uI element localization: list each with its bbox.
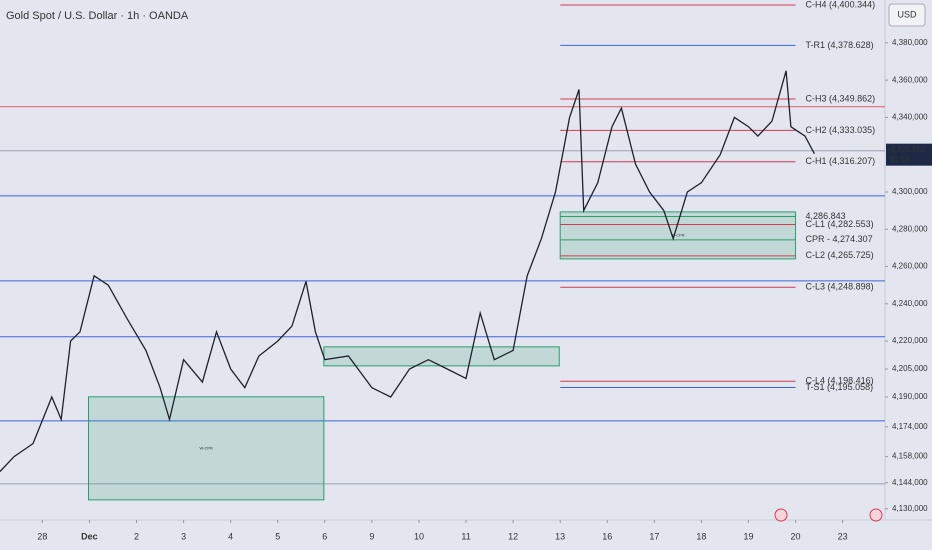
pivot-label: CPR - 4,274.307 <box>806 234 873 244</box>
pivot-label: C-L1 (4,282.553) <box>806 219 874 229</box>
x-tick-label: Dec <box>81 531 98 541</box>
pivot-label: 4,286.843 <box>806 211 846 221</box>
currency-button[interactable] <box>888 3 926 27</box>
x-tick-label: 10 <box>414 531 424 541</box>
y-tick-label: 4,174,000 <box>892 422 928 431</box>
pivot-label: C-L3 (4,248.898) <box>806 282 874 292</box>
x-tick-label: 28 <box>37 531 47 541</box>
cpr-zone <box>88 396 325 501</box>
y-tick-label: 4,190,000 <box>892 392 928 401</box>
x-tick-label: 16 <box>602 531 612 541</box>
x-tick-label: 4 <box>228 531 233 541</box>
pivot-label: C-L2 (4,265.725) <box>806 250 874 260</box>
x-tick-label: 9 <box>369 531 374 541</box>
x-tick-label: 18 <box>696 531 706 541</box>
zone-label: W-CPR <box>671 232 685 237</box>
y-tick-label: 4,360,000 <box>892 75 928 84</box>
zone-label: W-CPR <box>199 445 213 450</box>
pivot-label: C-H1 (4,316.207) <box>806 156 876 166</box>
x-tick-label: 5 <box>275 531 280 541</box>
y-tick-label: 4,380,000 <box>892 38 928 47</box>
pivot-label: T-S1 (4,195.058) <box>806 382 874 392</box>
x-tick-label: 11 <box>461 531 470 541</box>
x-tick-label: 3 <box>181 531 186 541</box>
y-tick-label: 4,144,000 <box>892 478 928 487</box>
price-line <box>0 70 815 472</box>
event-flags <box>774 508 883 522</box>
y-tick-label: 4,220,000 <box>892 336 928 345</box>
y-tick-label: 4,340,000 <box>892 113 928 122</box>
y-tick-label: 4,205,000 <box>892 364 928 373</box>
y-tick-label: 4,158,000 <box>892 452 928 461</box>
x-tick-label: 13 <box>555 531 565 541</box>
currency-label[interactable]: USD <box>897 9 917 19</box>
y-tick-label: 4,280,000 <box>892 224 928 233</box>
y-tick-label: 4,300,000 <box>892 187 928 196</box>
y-tick-label: 4,260,000 <box>892 262 928 271</box>
x-tick-label: 17 <box>649 531 659 541</box>
x-tick-label: 6 <box>322 531 327 541</box>
pivot-label: C-H4 (4,400.344) <box>806 0 876 9</box>
cpr-zone <box>323 346 560 367</box>
pivot-label: C-H2 (4,333.035) <box>806 125 876 135</box>
pivot-label: C-H3 (4,349.862) <box>806 93 876 103</box>
pivot-label: C-L4 (4,198.416) <box>806 376 874 386</box>
last-price-label: 4,320.555 <box>890 145 926 154</box>
y-tick-label: 4,240,000 <box>892 299 928 308</box>
last-price-tag <box>886 143 932 166</box>
x-tick-label: 23 <box>838 531 848 541</box>
x-tick-label: 19 <box>743 531 753 541</box>
x-tick-label: 2 <box>134 531 139 541</box>
x-tick-label: 20 <box>791 531 801 541</box>
x-tick-label: 12 <box>508 531 518 541</box>
pivot-label: T-R1 (4,378.628) <box>806 40 874 50</box>
chart-title: Gold Spot / U.S. Dollar · 1h · OANDA <box>6 10 189 22</box>
y-tick-label: 4,130,000 <box>892 504 928 513</box>
cpr-zone <box>559 211 797 260</box>
countdown-label: 11:53 <box>890 155 910 164</box>
